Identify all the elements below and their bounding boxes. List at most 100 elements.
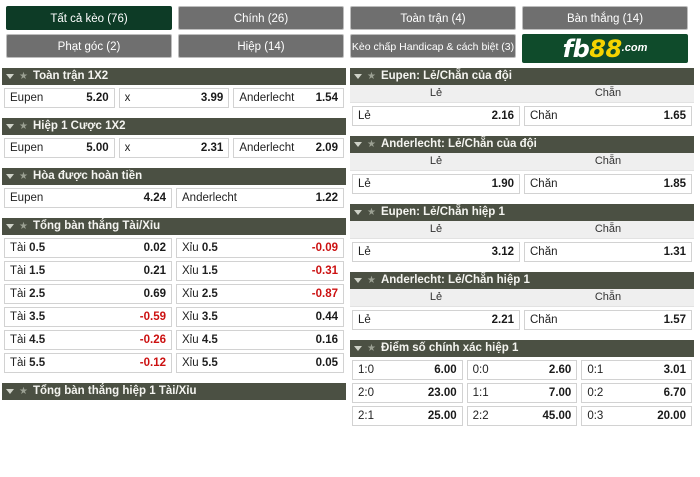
odds-button[interactable]: Lẻ 2.16: [352, 106, 520, 126]
tab-corners[interactable]: Phạt góc (2): [6, 34, 172, 58]
odds-button[interactable]: Chẵn 1.31: [524, 242, 692, 262]
star-icon[interactable]: ★: [367, 342, 376, 354]
market-section-header[interactable]: ★ Toàn trận 1X2: [2, 68, 346, 85]
odds-button[interactable]: Lẻ 2.21: [352, 310, 520, 330]
fb88-logo[interactable]: fb 88 .com: [522, 34, 688, 63]
tab-full-match[interactable]: Toàn trận (4): [350, 6, 516, 30]
odds-button[interactable]: 2:1 25.00: [352, 406, 463, 426]
odds-button[interactable]: Eupen 4.24: [4, 188, 172, 208]
market-section-header[interactable]: ★ Tổng bàn thắng hiệp 1 Tài/Xỉu: [2, 383, 346, 400]
odds-button[interactable]: Anderlecht 1.22: [176, 188, 344, 208]
odds-value: 1.54: [315, 92, 338, 104]
odds-value: 0.44: [315, 311, 338, 323]
odds-button[interactable]: 0:2 6.70: [581, 383, 692, 403]
chevron-down-icon[interactable]: [6, 389, 14, 394]
odds-button[interactable]: 0:1 3.01: [581, 360, 692, 380]
tab-halves[interactable]: Hiệp (14): [178, 34, 344, 58]
odds-button[interactable]: Xỉu 5.5 0.05: [176, 353, 344, 373]
odds-value: 6.00: [434, 364, 457, 376]
chevron-down-icon[interactable]: [354, 210, 362, 215]
odds-selection-label: 2:0: [358, 387, 374, 399]
tab-all-markets[interactable]: Tất cả kèo (76): [6, 6, 172, 30]
odds-value: 23.00: [427, 387, 457, 399]
star-icon[interactable]: ★: [19, 170, 28, 182]
star-icon[interactable]: ★: [367, 274, 376, 286]
odds-button[interactable]: Xỉu 4.5 0.16: [176, 330, 344, 350]
chevron-down-icon[interactable]: [354, 142, 362, 147]
market-section-header[interactable]: ★ Eupen: Lẻ/Chẵn của đội: [350, 68, 694, 85]
chevron-down-icon[interactable]: [354, 74, 362, 79]
market-section-header[interactable]: ★ Điểm số chính xác hiệp 1: [350, 340, 694, 357]
chevron-down-icon[interactable]: [354, 346, 362, 351]
chevron-down-icon[interactable]: [6, 74, 14, 79]
star-icon[interactable]: ★: [19, 220, 28, 232]
star-icon[interactable]: ★: [19, 120, 28, 132]
odds-selection-label: Lẻ: [358, 110, 371, 122]
odds-button[interactable]: 0:3 20.00: [581, 406, 692, 426]
market-section-header[interactable]: ★ Hiệp 1 Cược 1X2: [2, 118, 346, 135]
market-section-header[interactable]: ★ Anderlecht: Lẻ/Chẵn hiệp 1: [350, 272, 694, 289]
odds-value: 25.00: [427, 410, 457, 422]
odds-button[interactable]: Tài 2.5 0.69: [4, 284, 172, 304]
odds-button[interactable]: Tài 0.5 0.02: [4, 238, 172, 258]
odds-button[interactable]: Tài 4.5 -0.26: [4, 330, 172, 350]
star-icon[interactable]: ★: [367, 206, 376, 218]
market-section-header[interactable]: ★ Eupen: Lẻ/Chẵn hiệp 1: [350, 204, 694, 221]
odds-button[interactable]: Chẵn 1.65: [524, 106, 692, 126]
chevron-down-icon[interactable]: [6, 124, 14, 129]
star-icon[interactable]: ★: [19, 385, 28, 397]
odds-button[interactable]: Lẻ 1.90: [352, 174, 520, 194]
odds-button[interactable]: Tài 3.5 -0.59: [4, 307, 172, 327]
odds-selection-label: 1:1: [472, 387, 489, 399]
tab-row-1: Tất cả kèo (76) Chính (26) Toàn trận (4)…: [3, 4, 697, 32]
odds-button[interactable]: 1:0 6.00: [352, 360, 463, 380]
odds-button[interactable]: Chẵn 1.57: [524, 310, 692, 330]
odds-selection-line: 0.5: [29, 242, 46, 254]
odds-selection-label: 2:2: [472, 410, 489, 422]
market-section-title: Tổng bàn thắng Tài/Xỉu: [32, 220, 161, 232]
tab-goals[interactable]: Bàn thắng (14): [522, 6, 688, 30]
odds-button[interactable]: Anderlecht 1.54: [233, 88, 344, 108]
odds-button[interactable]: Lẻ 3.12: [352, 242, 520, 262]
odds-value: 2.60: [548, 364, 572, 376]
odds-button[interactable]: Chẵn 1.85: [524, 174, 692, 194]
odds-button[interactable]: Xỉu 2.5 -0.87: [176, 284, 344, 304]
odds-button[interactable]: 2:0 23.00: [352, 383, 463, 403]
chevron-down-icon[interactable]: [354, 278, 362, 283]
odds-selection-label: 2:1: [358, 410, 374, 422]
chevron-down-icon[interactable]: [6, 224, 14, 229]
odds-selection-label: Xỉu 3.5: [182, 311, 218, 323]
odds-selection-label: Xỉu 5.5: [182, 357, 218, 369]
odds-button[interactable]: Tài 5.5 -0.12: [4, 353, 172, 373]
market-section-header[interactable]: ★ Anderlecht: Lẻ/Chẵn của đội: [350, 136, 694, 153]
column-label: Lẻ: [429, 223, 443, 235]
market-section-title: Eupen: Lẻ/Chẵn của đội: [380, 70, 512, 82]
odds-button[interactable]: x 3.99: [118, 88, 230, 108]
odds-value: 7.00: [548, 387, 572, 399]
odds-button[interactable]: Xỉu 3.5 0.44: [176, 307, 344, 327]
odds-button[interactable]: Eupen 5.00: [4, 138, 115, 158]
odds-button[interactable]: Anderlecht 2.09: [233, 138, 344, 158]
odds-button[interactable]: 2:2 45.00: [466, 406, 578, 426]
star-icon[interactable]: ★: [367, 138, 376, 150]
star-icon[interactable]: ★: [367, 70, 376, 82]
market-section-header[interactable]: ★ Hòa được hoàn tiền: [2, 168, 346, 185]
market-section-header[interactable]: ★ Tổng bàn thắng Tài/Xỉu: [2, 218, 346, 235]
chevron-down-icon[interactable]: [6, 174, 14, 179]
odds-selection-label: Tài 2.5: [10, 288, 46, 300]
market-section: ★ Điểm số chính xác hiệp 1 1:0 6.00 0:0 2.60 0…: [350, 340, 694, 429]
odds-button[interactable]: Xỉu 0.5 -0.09: [176, 238, 344, 258]
tab-handicap[interactable]: Kèo chấp Handicap & cách biệt (3): [350, 34, 516, 58]
odds-button[interactable]: Tài 1.5 0.21: [4, 261, 172, 281]
odds-button[interactable]: 0:0 2.60: [466, 360, 578, 380]
odds-grid: 1:0 6.00 0:0 2.60 0:1 3.01 2:0 23.00 1:1 7.00 0:2 6…: [350, 357, 694, 429]
star-icon[interactable]: ★: [19, 70, 28, 82]
odds-value: 1.31: [663, 246, 686, 258]
odds-button[interactable]: 1:1 7.00: [466, 383, 578, 403]
tab-main-markets[interactable]: Chính (26): [178, 6, 344, 30]
odds-selection-line: 1.5: [29, 265, 46, 277]
odds-button[interactable]: Xỉu 1.5 -0.31: [176, 261, 344, 281]
odds-button[interactable]: Eupen 5.20: [4, 88, 115, 108]
odds-button[interactable]: x 2.31: [118, 138, 230, 158]
odds-value: 45.00: [542, 410, 572, 422]
